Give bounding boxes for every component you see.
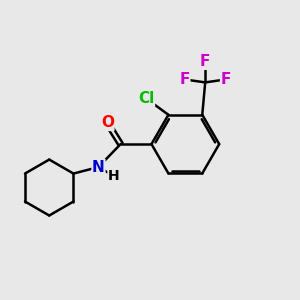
Text: Cl: Cl [138,91,154,106]
Text: H: H [108,169,120,183]
Text: F: F [179,72,190,87]
Text: F: F [220,72,231,87]
Text: F: F [200,54,210,69]
Text: N: N [92,160,105,175]
Text: O: O [101,116,114,130]
